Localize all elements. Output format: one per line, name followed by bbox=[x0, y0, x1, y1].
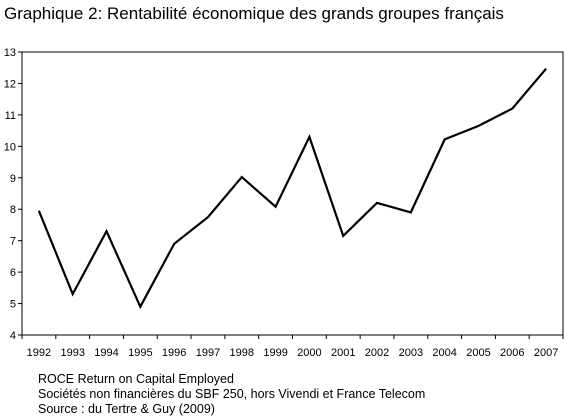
y-tick-label: 4 bbox=[10, 330, 16, 342]
x-tick-label: 1999 bbox=[263, 347, 287, 359]
y-tick-label: 7 bbox=[10, 236, 16, 248]
y-tick-label: 6 bbox=[10, 267, 16, 279]
note-scope: Sociétés non financières du SBF 250, hor… bbox=[38, 387, 426, 401]
chart-axes bbox=[21, 51, 564, 336]
x-tick-label: 2004 bbox=[432, 347, 456, 359]
x-tick-label: 1994 bbox=[94, 347, 118, 359]
y-axis-ticks: 4 5 6 7 8 9 10 11 12 13 bbox=[4, 47, 22, 342]
x-tick-label: 2003 bbox=[399, 347, 423, 359]
x-tick-label: 1993 bbox=[60, 347, 84, 359]
x-tick-label: 2002 bbox=[365, 347, 389, 359]
series-group bbox=[37, 67, 547, 310]
y-tick-label: 5 bbox=[10, 299, 16, 311]
y-tick-label: 8 bbox=[10, 204, 16, 216]
x-tick-label: 1996 bbox=[162, 347, 186, 359]
x-tick-label: 2001 bbox=[331, 347, 355, 359]
y-tick-label: 12 bbox=[4, 78, 16, 90]
x-tick-label: 1998 bbox=[230, 347, 254, 359]
y-tick-label: 11 bbox=[5, 110, 16, 122]
x-tick-label: 2000 bbox=[297, 347, 321, 359]
chart-title: Graphique 2: Rentabilité économique des … bbox=[4, 4, 504, 23]
x-tick-label: 2006 bbox=[500, 347, 524, 359]
y-tick-label: 10 bbox=[4, 141, 16, 153]
x-tick-label: 1992 bbox=[27, 347, 51, 359]
x-tick-label: 1995 bbox=[128, 347, 152, 359]
y-tick-label: 13 bbox=[4, 47, 16, 59]
x-axis-ticks: 1992 1993 1994 1995 1996 1997 1998 1999 2000 2001… bbox=[21, 335, 564, 359]
note-source: Source : du Tertre & Guy (2009) bbox=[38, 402, 215, 416]
chart-notes: ROCE Return on Capital Employed Sociétés… bbox=[38, 372, 425, 417]
x-tick-label: 2007 bbox=[534, 347, 558, 359]
x-tick-label: 1997 bbox=[196, 347, 220, 359]
plot-frame bbox=[21, 51, 564, 336]
note-roce: ROCE Return on Capital Employed bbox=[38, 372, 234, 386]
x-tick-label: 2005 bbox=[466, 347, 490, 359]
y-tick-label: 9 bbox=[10, 173, 16, 185]
series-line bbox=[37, 67, 547, 310]
